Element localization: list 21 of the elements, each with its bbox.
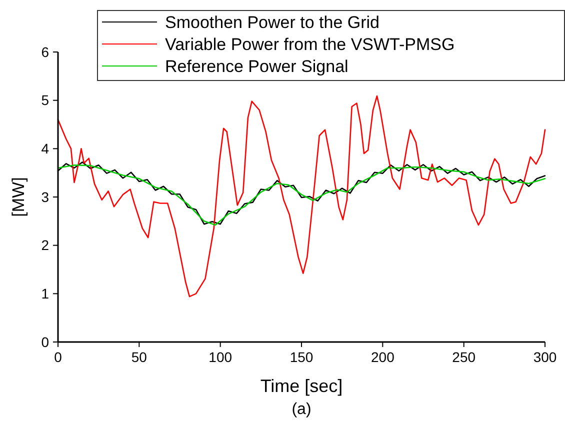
y-tick-label: 5	[41, 92, 50, 108]
x-tick-label: 300	[533, 349, 557, 365]
x-tick-label: 50	[131, 349, 148, 365]
x-tick-label: 200	[370, 349, 395, 365]
y-tick-label: 1	[41, 286, 50, 302]
legend-label: Smoothen Power to the Grid	[165, 12, 380, 32]
y-tick-label: 2	[41, 237, 50, 254]
x-tick-label: 0	[54, 349, 62, 365]
x-tick-label: 250	[452, 349, 476, 365]
legend-label: Reference Power Signal	[165, 56, 348, 76]
text: (a)	[292, 401, 312, 418]
y-tick-label: 0	[41, 334, 50, 350]
y-axis-title: [MW]	[9, 177, 28, 217]
x-axis-title: Time [sec]	[260, 376, 343, 396]
y-tick-label: 4	[41, 140, 50, 157]
x-tick-label: 100	[208, 349, 232, 365]
line-series	[57, 95, 546, 298]
legend-label: Variable Power from the VSWT-PMSG	[165, 34, 455, 54]
x-tick-label: 150	[290, 349, 314, 365]
y-tick-label: 6	[41, 44, 50, 60]
y-tick-label: 3	[41, 188, 50, 205]
